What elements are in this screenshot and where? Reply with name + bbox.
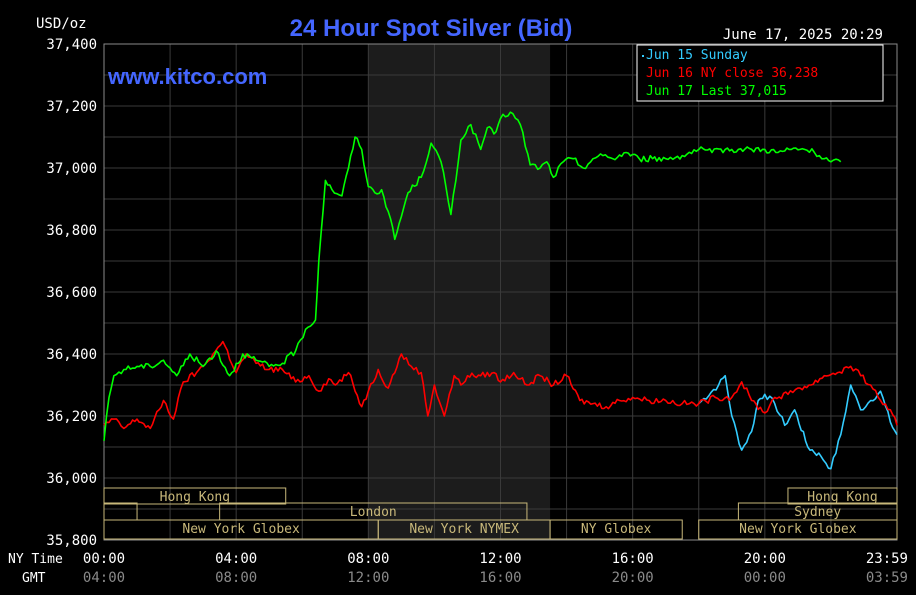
chart-title: 24 Hour Spot Silver (Bid) — [290, 15, 573, 42]
site-watermark: www.kitco.com — [107, 64, 267, 89]
y-tick-label: 37,000 — [46, 161, 97, 177]
gmt-tick-label: 16:00 — [479, 570, 521, 586]
y-tick-label: 37,200 — [46, 99, 97, 115]
x-tick-label: 20:00 — [744, 551, 786, 567]
gmt-tick-label: 03:59 — [866, 570, 908, 586]
x-tick-label: 00:00 — [83, 551, 125, 567]
market-sessions: Hong Kong London New York Globex New York N… — [103, 487, 898, 540]
session-label: New York NYMEX — [409, 522, 519, 537]
legend: Jun 15 Sunday Jun 16 NY close 36,238 Jun… — [636, 44, 884, 102]
x-axis-ticks: 00:00 04:00 08:00 12:00 16:00 20:00 23:59 04:00… — [83, 551, 908, 586]
gmt-tick-label: 08:00 — [215, 570, 257, 586]
session-box — [698, 519, 898, 540]
plot-border — [103, 43, 898, 541]
x-tick-label: 08:00 — [347, 551, 389, 567]
y-tick-label: 36,000 — [46, 471, 97, 487]
session-label: New York Globex — [739, 522, 857, 537]
unit-label: USD/oz — [36, 16, 87, 32]
series-line-jun15 — [698, 374, 898, 470]
y-tick-label: 36,200 — [46, 409, 97, 425]
session-box — [103, 487, 287, 505]
x-tick-label: 04:00 — [215, 551, 257, 567]
session-label: London — [350, 505, 397, 520]
gmt-tick-label: 20:00 — [612, 570, 654, 586]
y-tick-label: 36,600 — [46, 285, 97, 301]
legend-jun17: Jun 17 Last 37,015 — [646, 84, 787, 99]
gmt-tick-label: 12:00 — [347, 570, 389, 586]
gmt-tick-label: 04:00 — [83, 570, 125, 586]
series-line-jun17 — [103, 111, 842, 441]
x-tick-label: 12:00 — [479, 551, 521, 567]
ny-time-label: NY Time — [8, 552, 63, 567]
legend-box — [636, 44, 884, 102]
session-label: Hong Kong — [160, 490, 230, 505]
x-tick-label: 23:59 — [866, 551, 908, 567]
y-tick-label: 36,800 — [46, 223, 97, 239]
y-tick-label: 36,400 — [46, 347, 97, 363]
session-box — [549, 519, 683, 540]
series-lines — [103, 111, 898, 470]
series-line-jun16 — [103, 340, 898, 430]
legend-jun16: Jun 16 NY close 36,238 — [646, 66, 818, 81]
session-label: New York Globex — [182, 522, 300, 537]
legend-sunday: Jun 15 Sunday — [646, 48, 748, 63]
y-tick-label: 35,800 — [46, 533, 97, 549]
session-box — [787, 487, 898, 505]
gmt-tick-label: 00:00 — [744, 570, 786, 586]
gmt-label: GMT — [22, 571, 46, 586]
y-axis-ticks: 37,400 37,200 37,000 36,800 36,600 36,400 36,2… — [46, 37, 97, 549]
session-label: NY Globex — [581, 522, 652, 537]
y-tick-label: 37,400 — [46, 37, 97, 53]
session-label: Sydney — [794, 505, 841, 520]
session-label: Hong Kong — [807, 490, 877, 505]
x-tick-label: 16:00 — [612, 551, 654, 567]
timestamp: June 17, 2025 20:29 — [723, 27, 883, 43]
